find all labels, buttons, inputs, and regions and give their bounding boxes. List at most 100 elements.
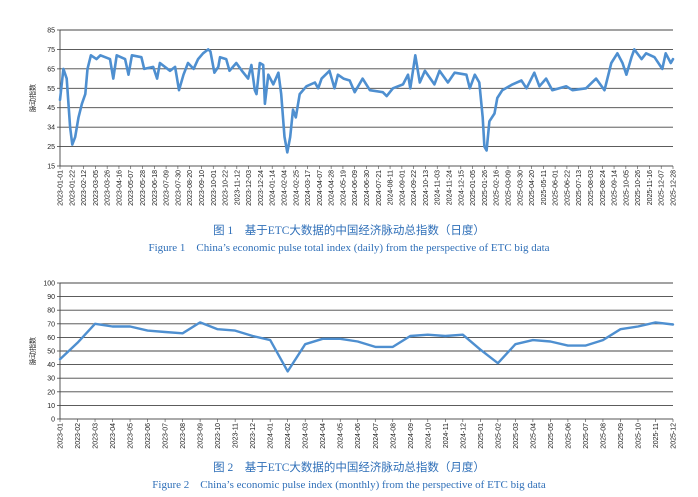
y-tick-label: 80 bbox=[47, 308, 55, 315]
x-tick-label: 2025-01-26 bbox=[482, 170, 489, 206]
y-axis-label: 脉动指数 bbox=[28, 84, 37, 112]
y-tick-label: 90 bbox=[47, 294, 55, 301]
x-tick-label: 2025-12-28 bbox=[671, 170, 678, 206]
x-tick-label: 2025-05 bbox=[548, 423, 555, 449]
x-tick-label: 2023-09-10 bbox=[199, 170, 206, 206]
x-tick-label: 2024-09 bbox=[408, 423, 415, 449]
y-tick-label: 15 bbox=[47, 164, 55, 171]
y-tick-label: 50 bbox=[47, 349, 55, 356]
x-tick-label: 2025-08 bbox=[600, 423, 607, 449]
x-tick-label: 2023-05-28 bbox=[140, 170, 147, 206]
y-tick-label: 75 bbox=[47, 47, 55, 54]
y-tick-label: 45 bbox=[47, 105, 55, 112]
y-tick-label: 10 bbox=[47, 403, 55, 410]
x-tick-label: 2025-04-20 bbox=[529, 170, 536, 206]
x-tick-label: 2023-10 bbox=[215, 423, 222, 449]
x-tick-label: 2025-05-11 bbox=[541, 170, 548, 205]
x-tick-label: 2025-09 bbox=[618, 423, 625, 449]
x-tick-label: 2024-08 bbox=[390, 423, 397, 449]
x-tick-label: 2024-01 bbox=[268, 423, 275, 449]
figure1-caption-cn: 图 1 基于ETC大数据的中国经济脉动总指数（日度） bbox=[213, 225, 485, 237]
y-axis-label: 脉动指数 bbox=[28, 337, 37, 365]
x-tick-label: 2025-03-30 bbox=[517, 170, 524, 206]
x-tick-label: 2025-06-01 bbox=[553, 170, 560, 206]
y-tick-label: 85 bbox=[47, 28, 55, 35]
x-tick-label: 2024-06 bbox=[355, 423, 362, 449]
x-tick-label: 2024-03 bbox=[303, 423, 310, 449]
x-tick-label: 2025-06 bbox=[565, 423, 572, 449]
x-tick-label: 2025-10 bbox=[635, 423, 642, 449]
x-tick-label: 2023-11-12 bbox=[234, 170, 241, 205]
x-tick-label: 2025-10-05 bbox=[623, 170, 630, 206]
y-tick-label: 20 bbox=[47, 389, 55, 396]
x-tick-label: 2024-02-04 bbox=[281, 170, 288, 206]
x-tick-label: 2023-03 bbox=[93, 423, 100, 449]
x-tick-label: 2024-11 bbox=[443, 423, 450, 448]
x-tick-label: 2025-12 bbox=[671, 423, 678, 449]
x-tick-label: 2025-12-07 bbox=[659, 170, 666, 206]
x-tick-label: 2025-10-26 bbox=[635, 170, 642, 206]
x-tick-label: 2025-03 bbox=[513, 423, 520, 449]
x-tick-label: 2023-01 bbox=[58, 423, 65, 449]
x-tick-label: 2023-08-20 bbox=[187, 170, 194, 206]
x-tick-label: 2025-11-16 bbox=[647, 170, 654, 205]
y-tick-label: 34 bbox=[47, 125, 55, 132]
x-tick-label: 2024-05-19 bbox=[340, 170, 347, 206]
x-tick-label: 2023-05-07 bbox=[128, 170, 135, 206]
x-tick-label: 2025-08-03 bbox=[588, 170, 595, 206]
x-tick-label: 2025-11 bbox=[653, 423, 660, 448]
x-tick-label: 2024-02 bbox=[285, 423, 292, 449]
x-tick-label: 2023-04 bbox=[110, 423, 117, 449]
x-tick-label: 2024-09-01 bbox=[399, 170, 406, 206]
x-tick-label: 2024-05 bbox=[338, 423, 345, 449]
x-tick-label: 2023-12 bbox=[250, 423, 257, 449]
x-tick-label: 2024-12-15 bbox=[458, 170, 465, 206]
chart-1: 85 75 65 55 45 34 25 15 脉动指数 2023-01-01 2023-01-22… bbox=[28, 28, 678, 206]
series-line bbox=[58, 321, 675, 373]
x-tick-label: 2024-07 bbox=[373, 423, 380, 449]
x-tick-label: 2025-07 bbox=[583, 423, 590, 449]
x-tick-label: 2024-06-09 bbox=[352, 170, 359, 206]
x-tick-label: 2023-11 bbox=[233, 423, 240, 448]
y-tick-label: 60 bbox=[47, 335, 55, 342]
x-tick-label: 2023-07 bbox=[163, 423, 170, 449]
x-tick-label: 2023-06 bbox=[145, 423, 152, 449]
x-tick-label: 2025-02 bbox=[495, 423, 502, 449]
x-tick-label: 2023-04-16 bbox=[116, 170, 123, 206]
x-tick-label: 2025-02-16 bbox=[494, 170, 501, 206]
x-tick-label: 2024-11-03 bbox=[435, 170, 442, 205]
x-tick-label: 2023-09 bbox=[198, 423, 205, 449]
figure2-caption-en: Figure 2 China’s economic pulse index (m… bbox=[152, 479, 546, 491]
x-tick-label: 2023-07-09 bbox=[164, 170, 171, 206]
x-tick-label: 2024-07-21 bbox=[376, 170, 383, 206]
y-tick-label: 100 bbox=[43, 281, 55, 288]
x-tick-label: 2023-08 bbox=[180, 423, 187, 449]
y-tick-label: 70 bbox=[47, 321, 55, 328]
figure2-caption-cn: 图 2 基于ETC大数据的中国经济脉动总指数（月度） bbox=[213, 462, 485, 474]
x-tick-label: 2023-05 bbox=[128, 423, 135, 449]
x-tick-label: 2025-04 bbox=[530, 423, 537, 449]
x-tick-label: 2025-01-05 bbox=[470, 170, 477, 206]
x-tick-label: 2024-01-14 bbox=[270, 170, 277, 206]
x-tick-label: 2023-06-18 bbox=[152, 170, 159, 206]
y-tick-label: 25 bbox=[47, 144, 55, 151]
x-tick-label: 2024-08-11 bbox=[388, 170, 395, 205]
figure1-caption-en: Figure 1 China’s economic pulse total in… bbox=[148, 242, 550, 254]
y-tick-label: 65 bbox=[47, 66, 55, 73]
x-tick-label: 2025-07-13 bbox=[576, 170, 583, 206]
x-tick-label: 2023-01-22 bbox=[69, 170, 76, 206]
series-line bbox=[58, 48, 675, 154]
x-tick-label: 2024-04-07 bbox=[317, 170, 324, 206]
x-tick-label: 2024-12 bbox=[460, 423, 467, 449]
x-tick-label: 2024-09-22 bbox=[411, 170, 418, 206]
x-tick-label: 2023-12-24 bbox=[258, 170, 265, 206]
x-tick-label: 2023-07-30 bbox=[175, 170, 182, 206]
x-tick-label: 2025-03-09 bbox=[505, 170, 512, 206]
x-tick-label: 2024-03-17 bbox=[305, 170, 312, 206]
x-tick-label: 2024-11-24 bbox=[447, 170, 454, 205]
x-tick-label: 2024-04-28 bbox=[329, 170, 336, 206]
x-tick-label: 2025-06-22 bbox=[564, 170, 571, 206]
x-tick-label: 2023-03-26 bbox=[105, 170, 112, 206]
